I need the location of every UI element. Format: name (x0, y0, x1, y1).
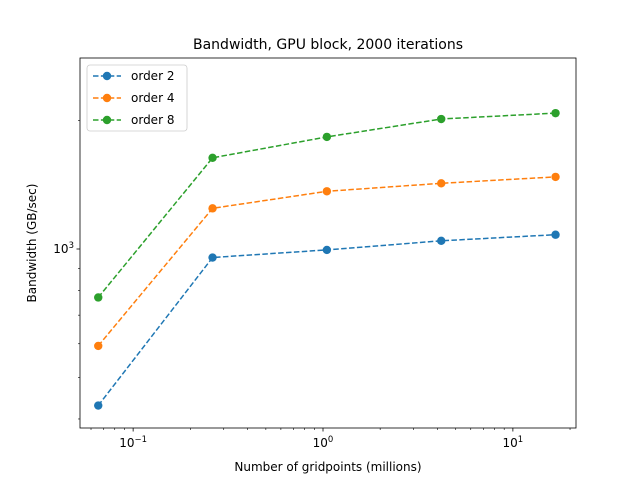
x-tick-label: 100 (313, 435, 334, 450)
legend-label: order 4 (131, 91, 174, 105)
data-point (208, 153, 217, 162)
data-point (551, 108, 560, 118)
x-tick-label: 10−1 (119, 435, 147, 450)
series-layer (94, 108, 560, 410)
x-tick-label: 101 (503, 435, 524, 450)
data-point (437, 236, 446, 246)
data-point (322, 187, 332, 196)
data-point (208, 204, 217, 213)
legend: order 2 order 4 order 8 (86, 64, 188, 132)
data-point (322, 132, 332, 142)
plot-frame (79, 57, 577, 429)
data-point (437, 114, 446, 124)
legend-frame (86, 64, 188, 132)
data-point (94, 341, 103, 351)
data-point (437, 179, 446, 188)
data-point (208, 253, 217, 262)
data-point (322, 245, 332, 255)
data-point (94, 401, 103, 410)
x-axis-label: Number of gridpoints (millions) (234, 460, 421, 474)
axis-ticks: 10−1 100 101 103 (53, 120, 571, 450)
y-tick-label: 103 (53, 241, 74, 256)
data-point (94, 293, 103, 302)
data-point (551, 230, 560, 239)
legend-label: order 2 (131, 69, 174, 83)
y-axis-label: Bandwidth (GB/sec) (25, 184, 39, 303)
legend-marker (102, 93, 112, 103)
data-point (551, 172, 560, 182)
legend-marker (102, 71, 112, 81)
legend-marker (102, 115, 112, 125)
chart-title: Bandwidth, GPU block, 2000 iterations (193, 37, 463, 53)
legend-label: order 8 (131, 113, 174, 127)
